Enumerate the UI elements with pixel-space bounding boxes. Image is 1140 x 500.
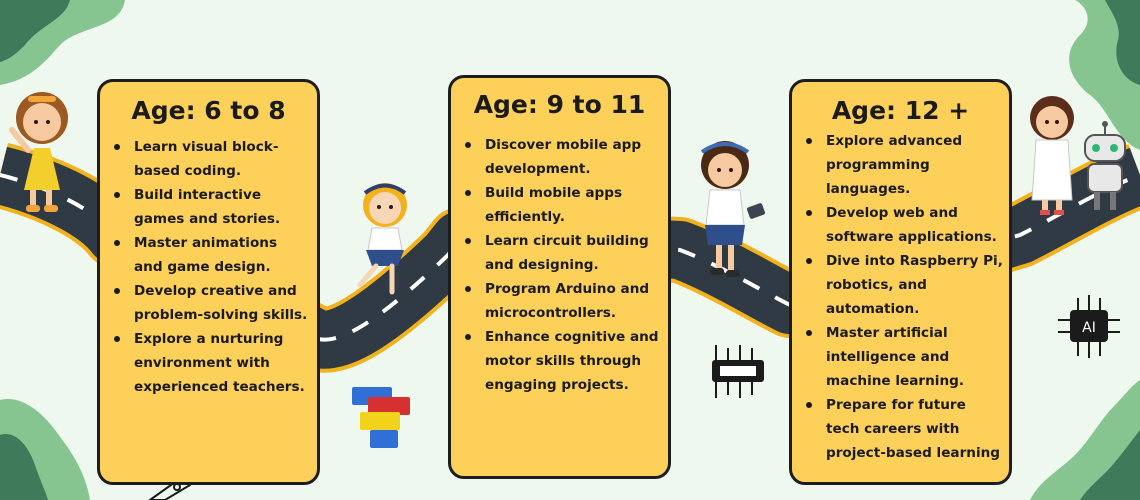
list-item: Master animations and game design. xyxy=(108,231,309,279)
list-item: Build mobile apps efficiently. xyxy=(459,181,660,229)
girl-running-illustration xyxy=(357,183,407,295)
list-item: Master artificial intelligence and machi… xyxy=(800,321,1003,393)
girl-scientist-illustration xyxy=(1030,96,1074,215)
card-title: Age: 9 to 11 xyxy=(473,90,646,119)
girl-waving-illustration xyxy=(9,92,68,212)
bottom-right-leaf-decoration xyxy=(1030,380,1140,500)
list-item: Build interactive games and stories. xyxy=(108,183,309,231)
lego-bricks-illustration xyxy=(352,387,410,448)
card-title: Age: 12 + xyxy=(831,96,970,125)
top-right-leaf-decoration xyxy=(1069,0,1140,150)
age-12-plus-card: Age: 12 + Explore advanced programming l… xyxy=(789,79,1012,485)
microchip-icon xyxy=(712,345,764,398)
ai-chip-icon: AI xyxy=(1058,295,1120,358)
list-item: Learn circuit building and designing. xyxy=(459,229,660,277)
list-item: Program Arduino and microcontrollers. xyxy=(459,277,660,325)
list-item: Develop web and software applications. xyxy=(800,201,1003,249)
list-item: Enhance cognitive and motor skills throu… xyxy=(459,325,660,397)
list-item: Develop creative and problem-solving ski… xyxy=(108,279,309,327)
list-item: Prepare for future tech careers with pro… xyxy=(800,393,1003,465)
ai-chip-label: AI xyxy=(1082,320,1096,336)
age-6-to-8-card: Age: 6 to 8 Learn visual block-based cod… xyxy=(97,79,320,485)
card-title: Age: 6 to 8 xyxy=(131,96,286,125)
feature-list: Discover mobile app development. Build m… xyxy=(451,133,668,397)
age-9-to-11-card: Age: 9 to 11 Discover mobile app develop… xyxy=(448,75,671,479)
top-left-leaf-decoration xyxy=(0,0,125,85)
list-item: Explore a nurturing environment with exp… xyxy=(108,327,309,399)
list-item: Discover mobile app development. xyxy=(459,133,660,181)
feature-list: Learn visual block-based coding. Build i… xyxy=(100,135,317,399)
robot-illustration xyxy=(1084,121,1126,210)
list-item: Dive into Raspberry Pi, robotics, and au… xyxy=(800,249,1003,321)
list-item: Explore advanced programming languages. xyxy=(800,129,1003,201)
bottom-left-leaf-decoration xyxy=(0,399,90,500)
list-item: Learn visual block-based coding. xyxy=(108,135,309,183)
feature-list: Explore advanced programming languages. … xyxy=(792,129,1009,465)
girl-with-tablet-illustration xyxy=(700,141,766,277)
